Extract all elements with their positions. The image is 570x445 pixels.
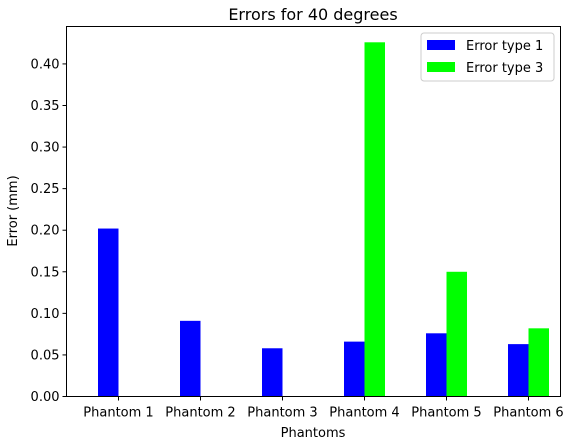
legend-label-2: Error type 3 [466,61,543,76]
x-axis-label: Phantoms [281,426,346,441]
legend-swatch-2 [427,62,455,72]
bar-1-4 [344,341,365,397]
y-tick-label: 0.35 [31,99,60,114]
bar-1-5 [426,333,447,397]
y-tick-label: 0.20 [31,224,60,239]
x-tick-label: Phantom 2 [165,406,235,421]
plot-frame [66,26,561,397]
y-tick-label: 0.00 [31,390,60,405]
y-axis: 0.00 0.05 0.10 0.15 0.20 0.25 0.30 0.35 0.40 [31,57,67,405]
x-axis: Phantom 1 Phantom 2 Phantom 3 Phantom 4 Phan… [83,396,564,421]
x-tick-label: Phantom 5 [411,406,481,421]
y-tick-label: 0.40 [31,57,60,72]
chart-title: Errors for 40 degrees [228,5,397,24]
bar-1-6 [508,344,529,397]
legend: Error type 1 Error type 3 [420,32,555,82]
y-tick-label: 0.10 [31,307,60,322]
x-tick-label: Phantom 6 [493,406,563,421]
bar-1-1 [98,228,119,397]
y-axis-label: Error (mm) [6,175,21,246]
bar-1-2 [180,320,201,397]
bars-group [98,42,549,397]
x-tick-label: Phantom 1 [83,406,153,421]
y-tick-label: 0.15 [31,265,60,280]
x-tick-label: Phantom 4 [329,406,399,421]
bar-1-3 [262,348,283,397]
x-tick-label: Phantom 3 [247,406,317,421]
y-tick-label: 0.25 [31,182,60,197]
legend-swatch-1 [427,40,455,50]
bar-2-6 [528,328,549,397]
y-tick-label: 0.30 [31,141,60,156]
legend-label-1: Error type 1 [466,39,543,54]
bar-2-5 [446,271,467,397]
bar-2-4 [364,42,385,397]
y-tick-label: 0.05 [31,348,60,363]
